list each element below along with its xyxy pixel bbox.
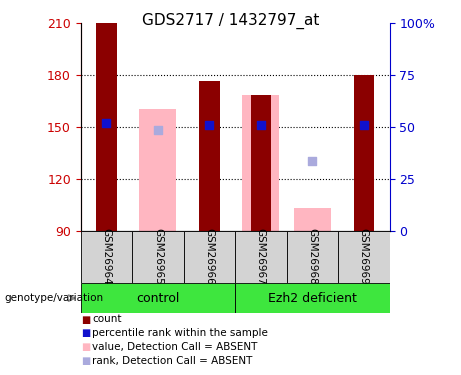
Bar [139, 109, 177, 231]
Point [308, 158, 316, 164]
Bar [235, 231, 287, 283]
Bar [287, 231, 338, 283]
Text: ■: ■ [82, 328, 91, 338]
Text: GSM26966: GSM26966 [204, 228, 214, 285]
Text: Ezh2 deficient: Ezh2 deficient [268, 292, 357, 304]
Text: genotype/variation: genotype/variation [5, 293, 104, 303]
Text: percentile rank within the sample: percentile rank within the sample [92, 328, 268, 338]
Text: rank, Detection Call = ABSENT: rank, Detection Call = ABSENT [92, 356, 253, 366]
Text: ■: ■ [82, 342, 91, 352]
Bar [81, 283, 235, 313]
Text: ■: ■ [82, 356, 91, 366]
Text: ■: ■ [82, 315, 91, 324]
Text: GSM26967: GSM26967 [256, 228, 266, 285]
Text: count: count [92, 315, 122, 324]
Bar [96, 22, 117, 231]
Text: control: control [136, 292, 180, 304]
Text: GSM26964: GSM26964 [101, 228, 112, 285]
Bar [250, 95, 271, 231]
Text: GDS2717 / 1432797_at: GDS2717 / 1432797_at [142, 13, 319, 29]
Point [154, 127, 161, 133]
Bar [338, 231, 390, 283]
Point [206, 122, 213, 128]
Bar [81, 231, 132, 283]
Point [103, 120, 110, 126]
Bar [294, 208, 331, 231]
Point [360, 122, 367, 128]
Bar [242, 95, 279, 231]
Bar [132, 231, 183, 283]
Text: GSM26969: GSM26969 [359, 228, 369, 285]
Text: GSM26965: GSM26965 [153, 228, 163, 285]
Text: GSM26968: GSM26968 [307, 228, 317, 285]
Bar [235, 283, 390, 313]
Bar [354, 75, 374, 231]
Bar [199, 81, 220, 231]
Bar [183, 231, 235, 283]
Point [257, 122, 265, 128]
Text: value, Detection Call = ABSENT: value, Detection Call = ABSENT [92, 342, 258, 352]
